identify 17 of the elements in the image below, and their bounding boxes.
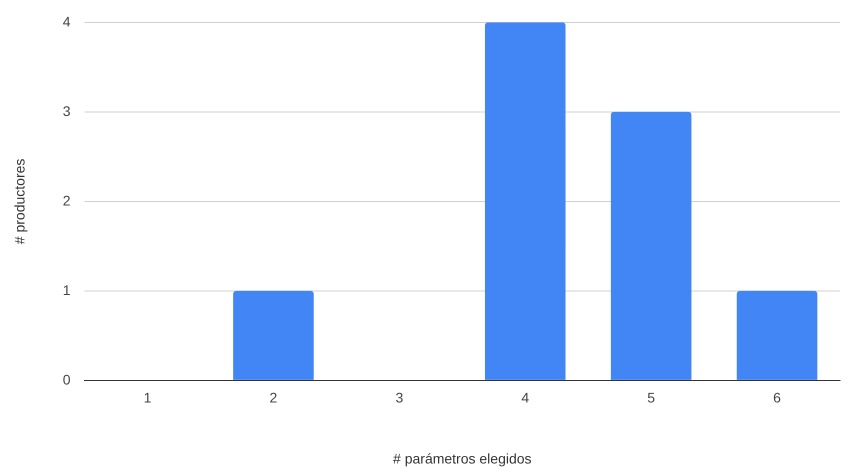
y-tick-label: 1 xyxy=(62,282,71,298)
x-axis-title: # parámetros elegidos xyxy=(393,450,532,466)
y-tick-label: 3 xyxy=(62,102,71,119)
y-tick-label: 0 xyxy=(62,371,71,388)
x-tick-label: 1 xyxy=(144,390,152,406)
x-tick-label: 5 xyxy=(647,390,656,406)
bar xyxy=(484,22,566,380)
y-tick-label: 4 xyxy=(62,13,71,30)
bar xyxy=(736,290,818,380)
x-tick-label: 2 xyxy=(270,390,278,406)
bar xyxy=(233,290,314,380)
x-tick-label: 6 xyxy=(773,390,782,406)
bar xyxy=(610,112,692,380)
x-tick-label: 3 xyxy=(395,390,404,406)
y-axis-title: # productores xyxy=(11,158,28,244)
x-tick-label: 4 xyxy=(521,390,530,406)
y-tick-label: 2 xyxy=(62,192,71,208)
